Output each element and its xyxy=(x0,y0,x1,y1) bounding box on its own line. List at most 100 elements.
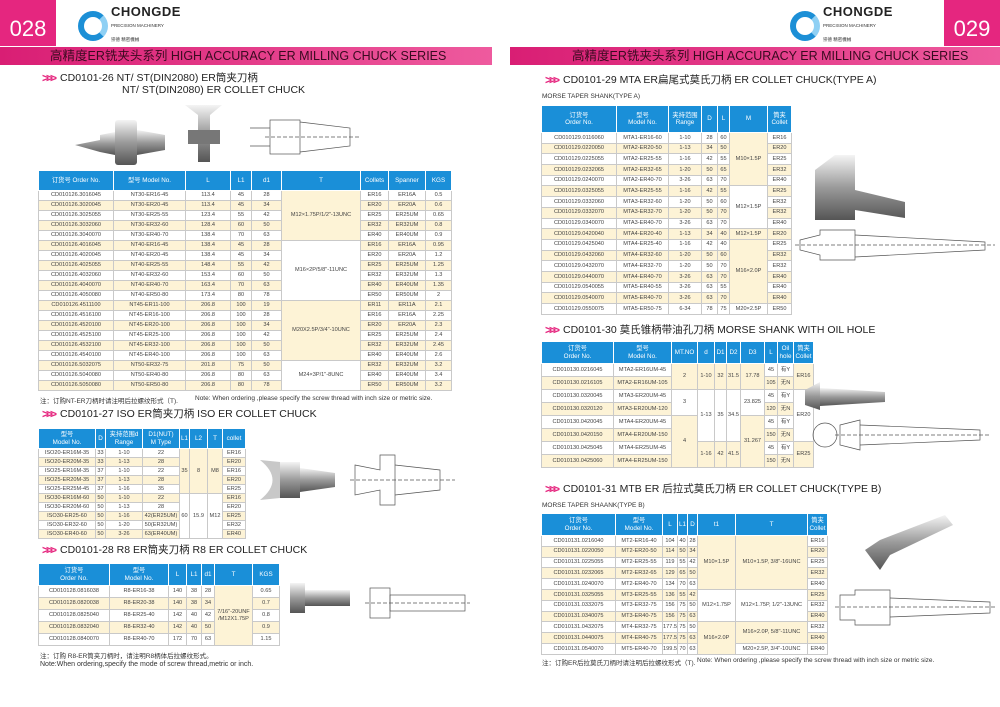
title: CD0101-29 MTA ER扁尾式莫氏刀柄 ER COLLET CHUCK(… xyxy=(563,74,877,86)
table-cell: 1-16 xyxy=(105,484,143,494)
table-cell: 140 xyxy=(168,585,187,598)
table-row: CD010129.0240070 MTA2-ER40-70 3-26 63 70 ER40 xyxy=(541,174,792,187)
table-cell: CD010126.4025055 xyxy=(38,260,114,271)
logo-tagline: PRECISION MACHINERY xyxy=(823,23,876,28)
table-cell: 70 xyxy=(717,217,730,230)
table-row: CD010126.5032075 NT50-ER32-75 201.8 75 50 M24… xyxy=(38,360,452,391)
column-header: L2 xyxy=(189,428,208,449)
table-row: ISO30-ER32-60 50 1-20 50(ER32UM) ER32 xyxy=(38,520,246,530)
table-cell: 1-13 xyxy=(105,502,143,512)
column-header: collet xyxy=(222,428,246,449)
table-cell: ER16 xyxy=(222,493,246,503)
table-cell: CD010129.0225055 xyxy=(541,153,617,166)
title: CD0101-27 ISO ER筒夹刀柄 ISO ER COLLET CHUCK xyxy=(60,408,317,420)
table-cell: 45 xyxy=(764,415,778,429)
column-header: L xyxy=(764,341,778,364)
table-cell: R8-ER25-40 xyxy=(109,609,169,622)
table-cell: CD010126.5050080 xyxy=(38,380,114,391)
table-cell: MTA2-ER40-70 xyxy=(616,174,669,187)
column-header: L1 xyxy=(230,170,252,191)
table-cell: ER40UM xyxy=(388,280,426,291)
note-28-cn: 注：订购 R8-ER筒夹刀柄时，请注明R8柄体后拉螺纹形式。 xyxy=(40,653,213,660)
table-cell: 172 xyxy=(168,633,187,646)
table-cell: 28 xyxy=(142,475,180,485)
table-cell: 34 xyxy=(251,250,282,261)
table-row: CD010128.0840070 R8-ER40-70 172 70 63 1.15 xyxy=(38,633,280,646)
title: CD0101-30 莫氏锥柄带油孔刀柄 MORSE SHANK WITH OIL… xyxy=(563,324,876,336)
table-cell: CD010129.0432070 xyxy=(541,260,617,272)
table-cell: 有Y xyxy=(777,415,794,429)
table-cell: 63 xyxy=(701,281,718,294)
table-row: CD010130.0420150 MTA4-ER20UM-150 150 无N xyxy=(541,428,814,442)
table-cell: 3-26 xyxy=(668,217,702,230)
table-cell: ER20A xyxy=(388,200,426,211)
table-cell: 3-26 xyxy=(668,292,702,304)
r8-chuck-product-image xyxy=(290,583,470,619)
table-cell: 3-26 xyxy=(668,174,702,187)
table-cell: 70 xyxy=(677,578,688,590)
table-cell: 1-13 xyxy=(105,457,143,467)
table-cell: NT30-ER32-60 xyxy=(113,220,186,231)
table-cell: ER32 xyxy=(807,599,828,612)
logo-brand: CHONGDE xyxy=(111,4,181,19)
table-cell: CD010129.0420040 xyxy=(541,228,617,240)
table-cell: 4 xyxy=(671,415,698,468)
table-cell: ER25 xyxy=(767,153,792,166)
table-cell: CD010126.3025055 xyxy=(38,210,114,221)
table-cell: CD010126.4525100 xyxy=(38,330,114,341)
table-cell: NT45-ER40-100 xyxy=(113,350,186,361)
table-cell: 55 xyxy=(717,185,730,198)
table-row: CD010126.4511100 NT45-ER11-100 206.8 100 19 M… xyxy=(38,300,452,361)
table-cell: 50 xyxy=(251,270,282,281)
table-cell: 138.4 xyxy=(185,230,231,241)
table-cell: R8-ER32-40 xyxy=(109,621,169,634)
table-cell: 199.5 xyxy=(662,642,678,655)
table-cell: 38 xyxy=(186,597,202,610)
table-cell: ER40 xyxy=(767,292,792,304)
table-cell: NT50-ER40-80 xyxy=(113,370,186,381)
table-row: CD010131.0440075 MT4-ER40-75 177.5 75 63 ER40 xyxy=(541,632,828,644)
table-cell: M20×2.5P, 3/4"-10UNC xyxy=(735,642,808,655)
table-cell: M16×2.0P, 5/8"-11UNC xyxy=(735,621,808,644)
column-header: 订货号 Order No. xyxy=(541,513,616,536)
table-cell: 63 xyxy=(687,578,698,590)
table-cell: 6-34 xyxy=(668,303,702,315)
page-number-left: 028 xyxy=(0,0,56,46)
column-header: d1 xyxy=(251,170,282,191)
table-cell: CD010131.0440075 xyxy=(541,632,616,644)
note-31-en: Note: When ordering ,please specify the … xyxy=(697,657,935,664)
column-header: KGS xyxy=(252,563,280,586)
table-cell: 42(ER25UM) xyxy=(142,511,180,521)
table-cell: 0.65 xyxy=(252,585,280,598)
table-cell: 50 xyxy=(201,621,215,634)
table-cell: 65 xyxy=(677,567,688,580)
section-29-title: >>> CD0101-29 MTA ER扁尾式莫氏刀柄 ER COLLET CHU… xyxy=(545,74,877,86)
table-cell: 28 xyxy=(687,535,698,547)
note-28-en: Note:When ordering,specify the mode of s… xyxy=(40,661,254,668)
table-cell: ER11 xyxy=(360,300,389,311)
table-cell: 50 xyxy=(95,511,106,521)
table-cell: ER25 xyxy=(807,556,828,569)
table-cell: 50(ER32UM) xyxy=(142,520,180,530)
table-cell: ER25 xyxy=(793,441,814,468)
table-cell: ER32 xyxy=(222,520,246,530)
note-26-en: Note: When ordering ,please specify the … xyxy=(195,395,433,402)
section-28-title: >>> CD0101-28 R8 ER筒夹刀柄 R8 ER COLLET CHUC… xyxy=(42,544,307,556)
column-header: Collets xyxy=(360,170,389,191)
table-cell: 70 xyxy=(717,270,730,283)
table-cell: 63(ER40UM) xyxy=(142,529,180,539)
table-cell: M12 xyxy=(207,493,223,539)
table-row: CD010126.3032060 NT30-ER32-60 128.4 60 50 ER3… xyxy=(38,220,452,231)
column-header: t1 xyxy=(697,513,736,536)
table-cell: 156 xyxy=(662,610,678,623)
table-cell: 75 xyxy=(717,303,730,315)
table-row: CD010126.4025055 NT40-ER25-55 148.4 55 42 ER2… xyxy=(38,260,452,271)
table-cell: ER20A xyxy=(388,320,426,331)
table-cell: 140 xyxy=(168,597,187,610)
column-header: 夹持范围d Range xyxy=(105,428,143,449)
column-header: 订货号 Order No. xyxy=(38,563,110,586)
table-cell: 1.35 xyxy=(425,280,452,291)
table-cell: 142 xyxy=(168,621,187,634)
table-cell: MTA4-ER20-40 xyxy=(616,228,669,240)
table-cell: 206.8 xyxy=(185,350,231,361)
